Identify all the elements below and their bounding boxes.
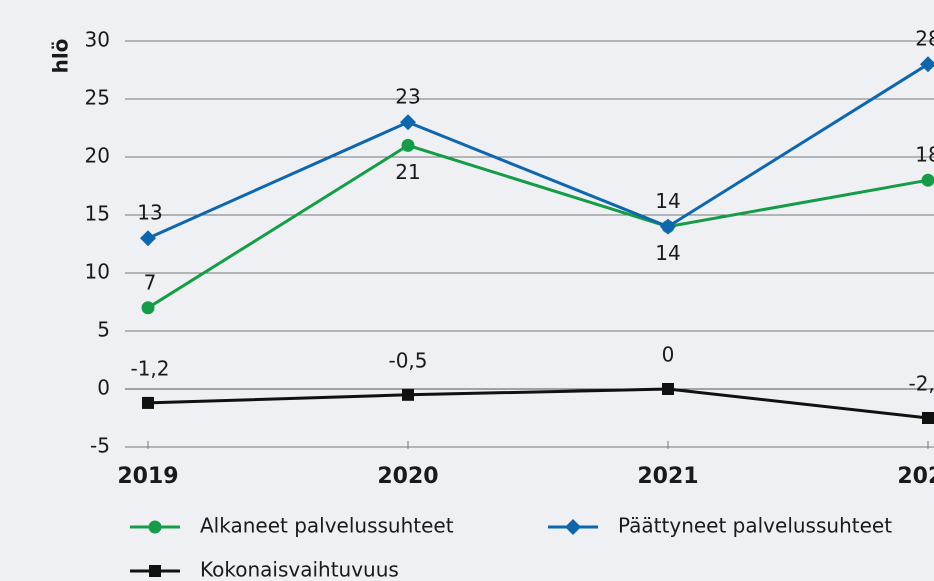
x-tick-label: 2022 [897, 464, 934, 489]
marker [920, 56, 934, 73]
legend-item: Alkaneet palvelussuhteet [130, 514, 454, 538]
marker [401, 138, 415, 152]
y-tick-label: -5 [90, 434, 110, 458]
legend-item: Päättyneet palvelussuhteet [548, 514, 892, 538]
line [147, 387, 929, 420]
data-label: 23 [395, 85, 420, 109]
data-label: 0 [662, 343, 675, 367]
y-axis-label: hlö [49, 39, 73, 74]
data-label: -0,5 [388, 348, 427, 372]
legend-item: Kokonaisvaihtuvuus [130, 558, 399, 581]
marker [140, 230, 156, 247]
data-label: 14 [655, 241, 680, 265]
marker [660, 218, 676, 235]
data-label: 14 [655, 189, 680, 213]
line [147, 143, 929, 310]
legend-label: Alkaneet palvelussuhteet [200, 514, 454, 538]
x-tick-label: 2019 [117, 464, 178, 489]
x-tick-label: 2021 [637, 464, 698, 489]
y-tick-label: 15 [85, 202, 110, 226]
x-tick-label: 2020 [377, 464, 438, 489]
legend-label: Päättyneet palvelussuhteet [618, 514, 892, 538]
line [147, 62, 929, 240]
data-label: 21 [395, 160, 420, 184]
y-tick-label: 5 [97, 318, 110, 342]
marker [142, 396, 154, 409]
marker [149, 565, 161, 577]
y-tick-label: 20 [85, 144, 110, 168]
data-label: -1,2 [130, 356, 169, 380]
y-tick-label: 30 [85, 28, 110, 52]
marker [565, 519, 581, 535]
marker [662, 383, 674, 395]
y-tick-label: 10 [85, 260, 110, 284]
marker [922, 412, 934, 424]
data-label: 13 [137, 201, 162, 225]
legend-label: Kokonaisvaihtuvuus [200, 558, 399, 581]
marker [400, 114, 416, 131]
data-label: 28 [915, 27, 934, 51]
marker [141, 301, 155, 315]
data-label: -2,5 [908, 372, 934, 396]
marker [402, 388, 414, 401]
data-label: 7 [144, 270, 157, 294]
data-label: 18 [915, 143, 934, 167]
y-tick-label: 25 [85, 86, 110, 110]
marker [148, 520, 162, 534]
y-tick-label: 0 [97, 376, 110, 400]
marker [921, 173, 934, 187]
